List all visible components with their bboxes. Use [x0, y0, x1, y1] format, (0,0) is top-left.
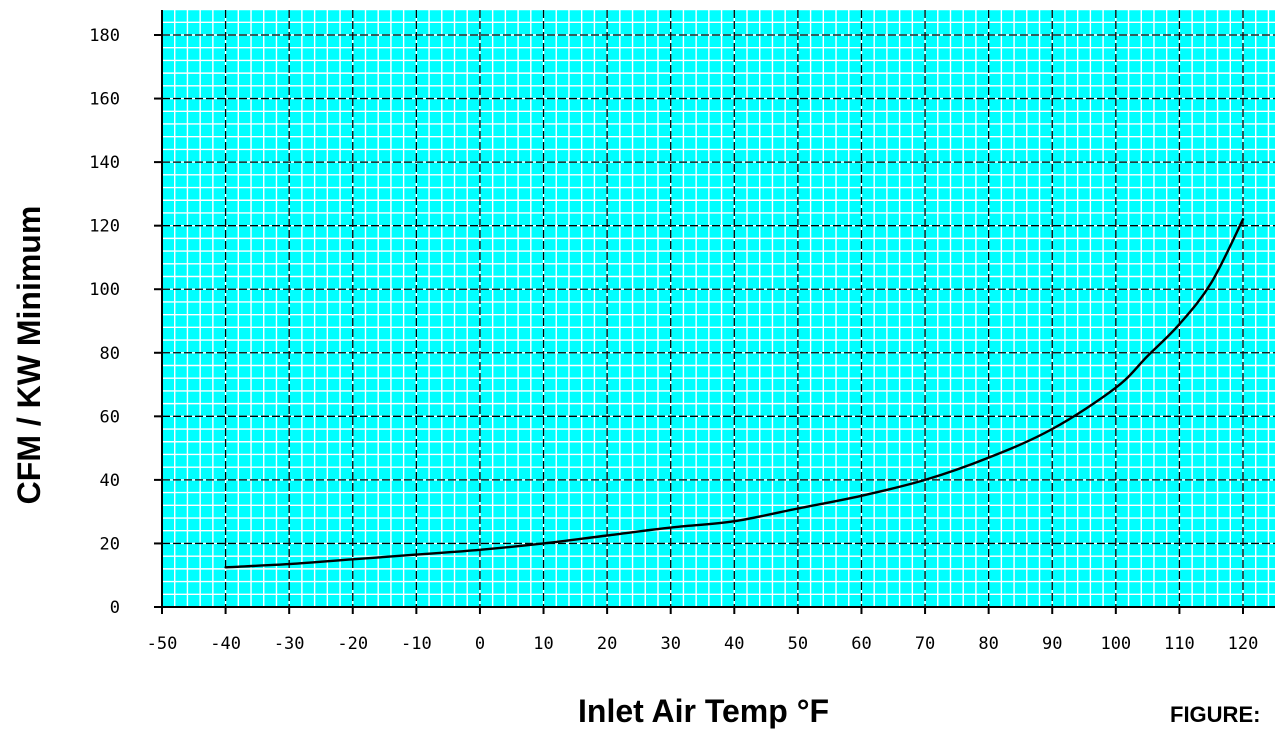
x-tick-label: 40: [724, 634, 744, 654]
x-tick-label: 120: [1228, 634, 1259, 654]
chart: -50 -40 -30 -20 -10 0 10 20 30 40 50 60 70 80 90 100 110…: [11, 8, 1275, 654]
minor-gridlines: [161, 8, 1275, 608]
y-tick-label: 120: [89, 217, 120, 237]
x-tick-label: 110: [1164, 634, 1195, 654]
x-tick-label: 50: [788, 634, 808, 654]
series-line: [224, 218, 1245, 569]
y-tick-label: 20: [100, 534, 120, 554]
y-tick-label: 80: [100, 344, 120, 364]
x-axis-title: Inlet Air Temp °F: [578, 693, 830, 729]
series-layer: [224, 218, 1245, 569]
figure-caption: FIGURE:: [1170, 702, 1261, 727]
x-tick-label: 80: [978, 634, 998, 654]
y-tick-label: 60: [100, 407, 120, 427]
x-tick-label: 70: [915, 634, 935, 654]
y-tick-label: 40: [100, 471, 120, 491]
y-axis-title: CFM / KW Minimum: [11, 206, 47, 505]
x-tick-label: 0: [475, 634, 485, 654]
y-tick-label: 0: [110, 598, 120, 618]
x-tick-label: -20: [337, 634, 368, 654]
x-tick-label: -40: [210, 634, 241, 654]
x-tick-label: 100: [1100, 634, 1131, 654]
y-tick-label: 160: [89, 90, 120, 110]
x-tick-label: 20: [597, 634, 617, 654]
x-tick-label: 10: [533, 634, 553, 654]
x-tick-label: 60: [851, 634, 871, 654]
x-tick-label: -50: [147, 634, 178, 654]
tick-labels: -50 -40 -30 -20 -10 0 10 20 30 40 50 60 70 80 90 100 110…: [89, 26, 1258, 654]
x-tick-label: 90: [1042, 634, 1062, 654]
x-tick-label: 30: [660, 634, 680, 654]
y-tick-label: 140: [89, 153, 120, 173]
y-tick-label: 100: [89, 280, 120, 300]
axes: [154, 10, 1275, 614]
y-tick-label: 180: [89, 26, 120, 46]
x-tick-label: -10: [401, 634, 432, 654]
plot-background: [162, 10, 1275, 607]
x-tick-label: -30: [274, 634, 305, 654]
major-gridlines: [161, 10, 1275, 607]
plot-area: [162, 10, 1275, 607]
